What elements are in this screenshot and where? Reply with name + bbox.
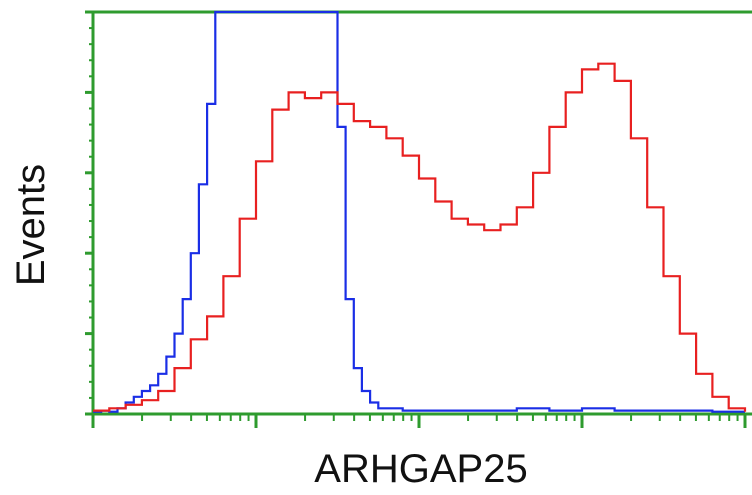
plot-area [93, 10, 747, 413]
series-blue-line [93, 10, 745, 413]
y-axis-label: Events [9, 164, 53, 286]
series-red-line [93, 62, 747, 412]
axes [85, 10, 752, 428]
x-axis-label: ARHGAP25 [314, 447, 527, 491]
